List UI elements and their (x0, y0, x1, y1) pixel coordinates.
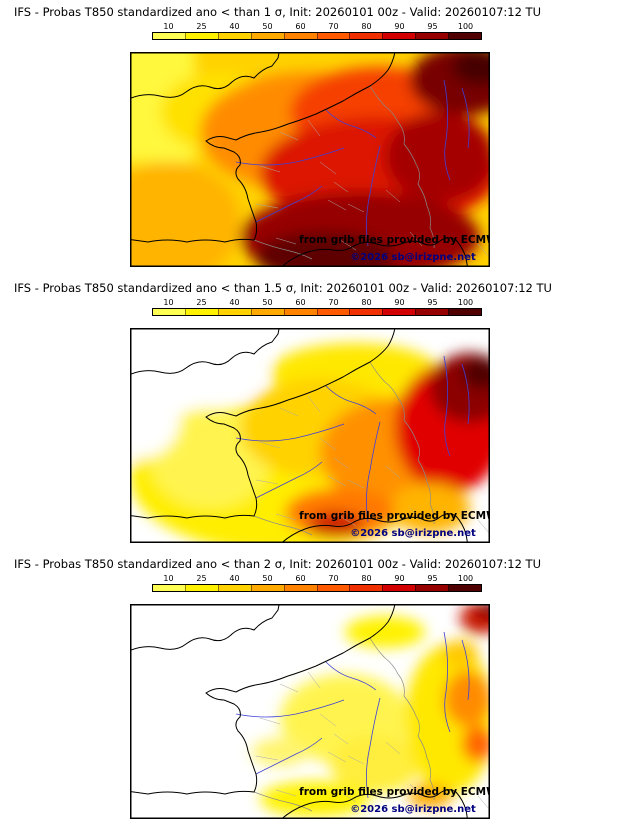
map-border (130, 52, 490, 267)
credit-text: from grib files provided by ECMWF (299, 786, 490, 798)
panel-sigma-1: IFS - Probas T850 standardized ano < tha… (0, 0, 630, 276)
probability-field (130, 604, 490, 819)
map-border (130, 328, 490, 543)
panel-sigma-2: IFS - Probas T850 standardized ano < tha… (0, 552, 630, 828)
map-border (130, 604, 490, 819)
colorbar-scale (152, 32, 482, 40)
panel-title: IFS - Probas T850 standardized ano < tha… (14, 5, 541, 19)
map-sigma-1-5: from grib files provided by ECMWF ©2026 … (130, 328, 490, 543)
colorbar-tick-labels: 10 25 40 50 60 70 80 90 95 100 (163, 574, 474, 583)
copyright-text: ©2026 sb@irizpne.net (350, 252, 476, 263)
probability-field (130, 328, 490, 543)
copyright-text: ©2026 sb@irizpne.net (350, 528, 476, 539)
panel-title: IFS - Probas T850 standardized ano < tha… (14, 281, 552, 295)
panel-title: IFS - Probas T850 standardized ano < tha… (14, 557, 541, 571)
map-sigma-2: from grib files provided by ECMWF ©2026 … (130, 604, 490, 819)
copyright-text: ©2026 sb@irizpne.net (350, 804, 476, 815)
colorbar-tick-labels: 10 25 40 50 60 70 80 90 95 100 (163, 298, 474, 307)
colorbar: 10 25 40 50 60 70 80 90 95 100 (152, 22, 482, 40)
colorbar-tick-labels: 10 25 40 50 60 70 80 90 95 100 (163, 22, 474, 31)
colorbar-scale (152, 308, 482, 316)
colorbar: 10 25 40 50 60 70 80 90 95 100 (152, 298, 482, 316)
map-canvas-sigma-2: from grib files provided by ECMWF ©2026 … (130, 604, 490, 819)
probability-field (130, 52, 490, 267)
map-sigma-1: from grib files provided by ECMWF ©2026 … (130, 52, 490, 267)
colorbar-scale (152, 584, 482, 592)
map-canvas-sigma-1-5: from grib files provided by ECMWF ©2026 … (130, 328, 490, 543)
credit-text: from grib files provided by ECMWF (299, 234, 490, 246)
panel-sigma-1-5: IFS - Probas T850 standardized ano < tha… (0, 276, 630, 552)
colorbar: 10 25 40 50 60 70 80 90 95 100 (152, 574, 482, 592)
map-canvas-sigma-1: from grib files provided by ECMWF ©2026 … (130, 52, 490, 267)
credit-text: from grib files provided by ECMWF (299, 510, 490, 522)
